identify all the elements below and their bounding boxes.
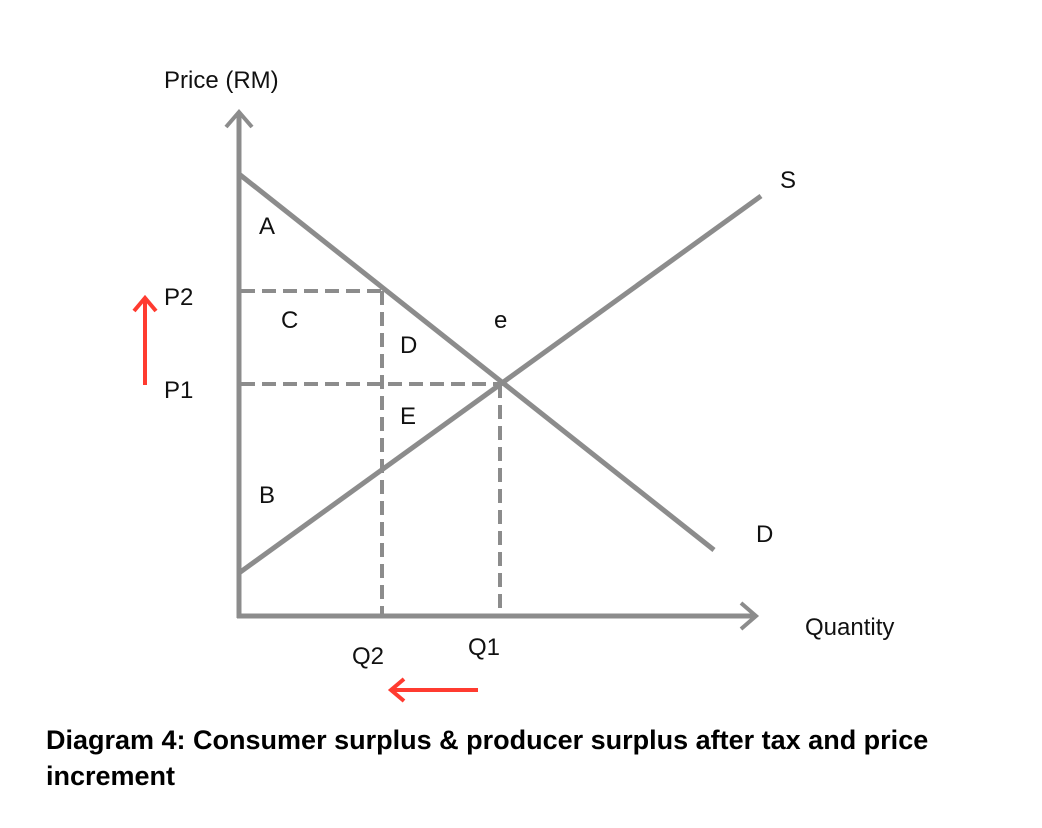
area-d-label: D	[400, 332, 417, 359]
p1-label: P1	[164, 377, 193, 404]
supply-label: S	[780, 167, 796, 194]
q2-label: Q2	[352, 643, 384, 670]
y-axis-label: Price (RM)	[164, 67, 279, 94]
x-axis-label: Quantity	[805, 614, 894, 641]
equilibrium-label: e	[494, 307, 507, 334]
quantity-decrease-arrow-head	[387, 677, 406, 703]
diagram-caption: Diagram 4: Consumer surplus & producer s…	[46, 725, 929, 791]
area-c-label: C	[281, 307, 298, 334]
area-b-label: B	[259, 482, 275, 509]
demand-label: D	[756, 521, 773, 548]
supply-demand-diagram: Price (RM) Quantity S D e P2 P1 Q2 Q1 A …	[132, 67, 894, 703]
p2-label: P2	[164, 284, 193, 311]
price-increase-arrow-head	[132, 294, 158, 313]
area-a-label: A	[259, 213, 275, 240]
q1-label: Q1	[468, 634, 500, 661]
area-e-label: E	[400, 403, 416, 430]
y-axis-arrowhead	[224, 108, 254, 129]
x-axis-arrowhead	[739, 601, 760, 631]
demand-curve	[237, 172, 716, 552]
supply-curve	[237, 193, 763, 576]
